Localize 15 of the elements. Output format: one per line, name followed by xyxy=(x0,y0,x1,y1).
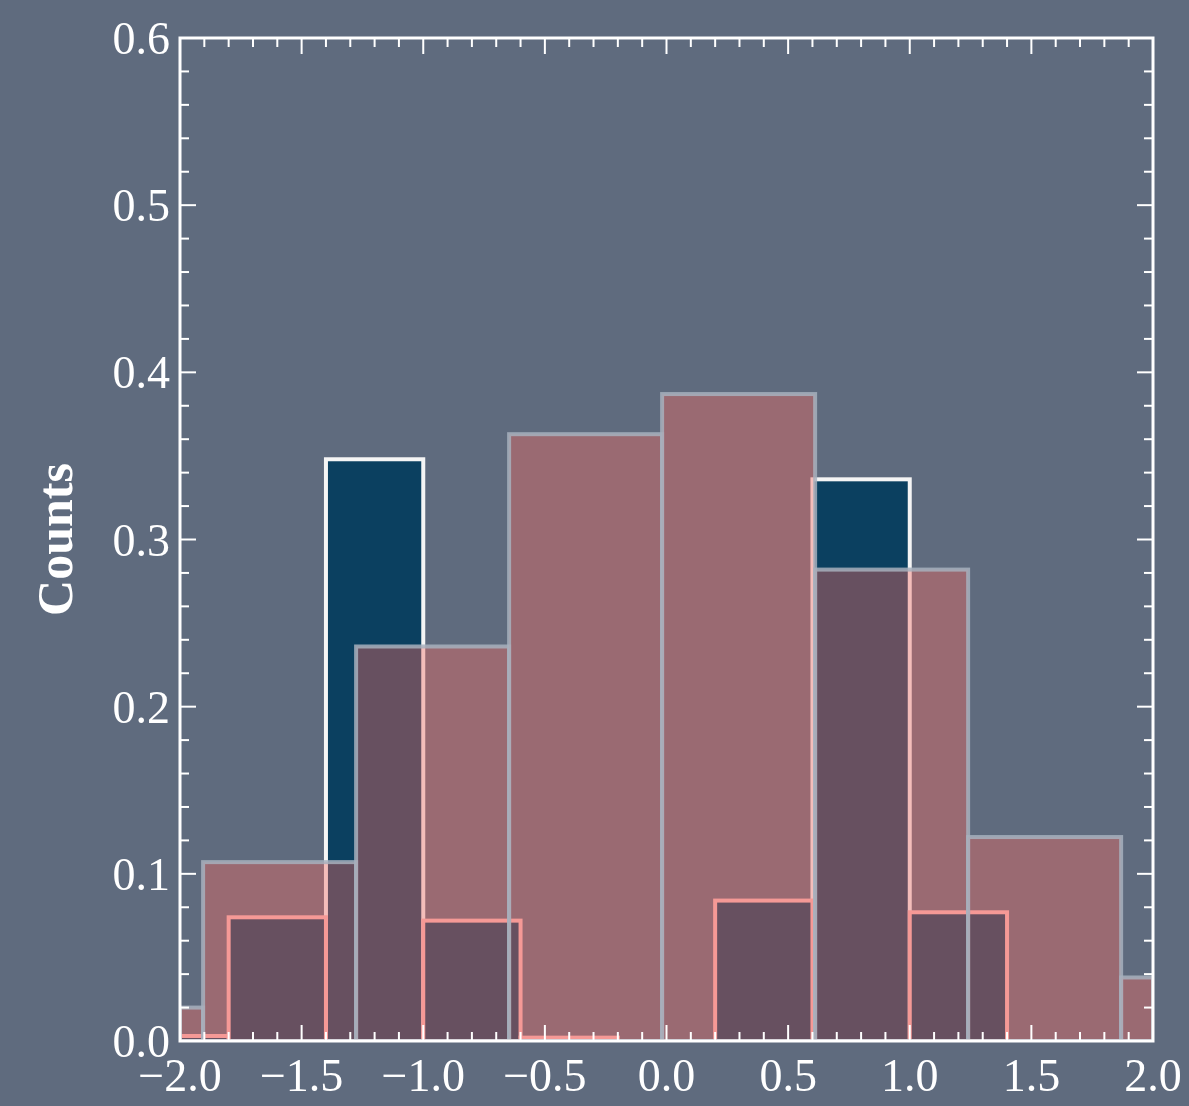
x-tick-label: −1.0 xyxy=(381,1050,465,1101)
y-tick-label: 0.2 xyxy=(112,681,170,733)
x-tick-label: 1.0 xyxy=(881,1050,939,1101)
x-tick-label: 1.5 xyxy=(1002,1050,1061,1101)
y-tick-label: 0.3 xyxy=(112,514,170,566)
x-tick-label: −1.5 xyxy=(259,1050,344,1101)
y-tick-label: 0.6 xyxy=(112,13,170,65)
x-tick-label: 0.5 xyxy=(759,1050,817,1101)
y-axis-title: Counts xyxy=(27,463,83,616)
y-tick-label: 0.1 xyxy=(112,848,170,900)
y-tick-label: 0.5 xyxy=(112,180,170,232)
y-tick-label: 0.4 xyxy=(112,347,170,399)
x-tick-label: 2.0 xyxy=(1124,1050,1182,1101)
x-tick-label: 0.0 xyxy=(637,1050,696,1101)
x-tick-label: −0.5 xyxy=(503,1050,587,1101)
